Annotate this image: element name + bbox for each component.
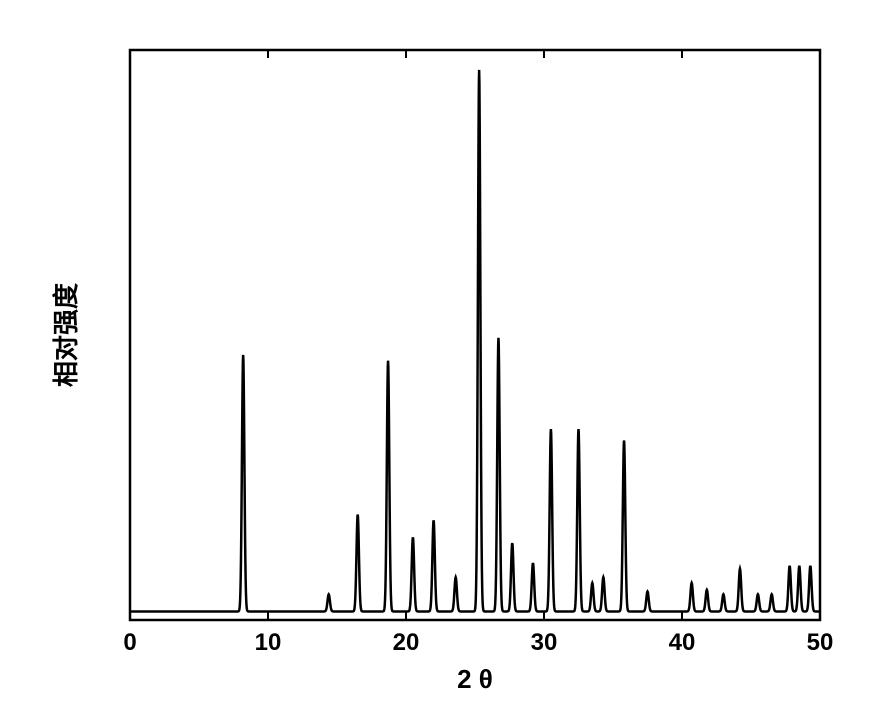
xrd-chart: 0 10 20 30 40 50 2 θ 相对强度 [0, 0, 875, 726]
x-tick-label: 10 [255, 629, 282, 656]
x-tick-label: 30 [531, 629, 558, 656]
x-tick-label: 40 [669, 629, 696, 656]
x-tick-label: 0 [123, 629, 136, 656]
chart-svg: 0 10 20 30 40 50 2 θ 相对强度 [0, 0, 875, 726]
x-axis-label: 2 θ [457, 664, 493, 694]
x-tick-label: 50 [807, 629, 834, 656]
x-tick-label: 20 [393, 629, 420, 656]
y-axis-label: 相对强度 [51, 283, 81, 387]
